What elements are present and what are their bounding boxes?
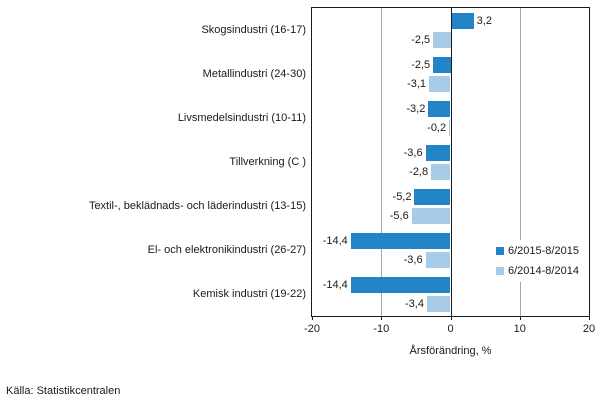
x-tick-label: -20 [304, 323, 320, 335]
bar-value-label: -3,1 [407, 78, 427, 90]
bar [426, 296, 451, 312]
legend-label: 6/2015-8/2015 [508, 245, 579, 257]
bar [425, 145, 451, 161]
legend-swatch-dark [496, 247, 504, 255]
x-tick-mark [312, 316, 313, 320]
bar [449, 120, 451, 136]
x-tick-label: 10 [513, 323, 526, 335]
bar-value-label: -5,2 [392, 191, 412, 203]
bar [414, 189, 451, 205]
gridline [519, 8, 521, 316]
bar-value-label: -2,5 [411, 34, 431, 46]
category-label: Livsmedelsindustri (10-11) [177, 112, 306, 124]
gridline [381, 8, 383, 316]
legend-item-2015: 6/2015-8/2015 [496, 241, 579, 261]
category-label: Metallindustri (24-30) [202, 68, 306, 80]
bar [411, 208, 451, 224]
x-tick-mark [381, 316, 383, 320]
bar-value-label: -3,4 [405, 298, 424, 310]
bar-value-label: -3,2 [406, 103, 426, 115]
bar-value-label: -14,4 [322, 235, 348, 247]
bar [433, 57, 451, 73]
bar-value-label: -2,8 [409, 166, 429, 178]
x-tick-mark [450, 316, 452, 320]
bar [433, 32, 451, 48]
bar [350, 277, 451, 293]
bar [451, 13, 474, 29]
bar [425, 252, 451, 268]
x-tick-label: -10 [373, 323, 390, 335]
bar-value-label: 3,2 [476, 15, 492, 27]
legend-swatch-light [496, 267, 504, 275]
x-tick-label: 20 [582, 323, 596, 335]
x-tick-label: 0 [447, 323, 454, 335]
bar-value-label: -2,5 [411, 59, 431, 71]
bar [428, 101, 451, 117]
bar-value-label: -5,6 [389, 210, 409, 222]
zero-line [450, 8, 452, 316]
x-axis-title: Årsförändring, % [409, 345, 492, 357]
legend-item-2014: 6/2014-8/2014 [496, 261, 579, 281]
bar-value-label: -14,4 [322, 279, 348, 291]
bar [429, 76, 451, 92]
bar [350, 233, 451, 249]
bar-value-label: -0,2 [427, 122, 447, 134]
x-tick-mark [589, 316, 590, 320]
legend: 6/2015-8/2015 6/2014-8/2014 [494, 240, 581, 282]
category-label: Kemisk industri (19-22) [192, 288, 306, 300]
bar [431, 164, 451, 180]
x-tick-mark [519, 316, 521, 320]
category-label: Skogsindustri (16-17) [201, 24, 306, 36]
category-label: Textil-, beklädnads- och läderindustri (… [88, 200, 306, 212]
category-label: Tillverkning (C ) [229, 156, 306, 168]
bar-value-label: -3,6 [403, 254, 423, 266]
legend-label: 6/2014-8/2014 [508, 265, 579, 277]
bar-value-label: -3,6 [403, 147, 423, 159]
category-label: El- och elektronikindustri (26-27) [147, 244, 306, 256]
source-note: Källa: Statistikcentralen [6, 385, 121, 397]
